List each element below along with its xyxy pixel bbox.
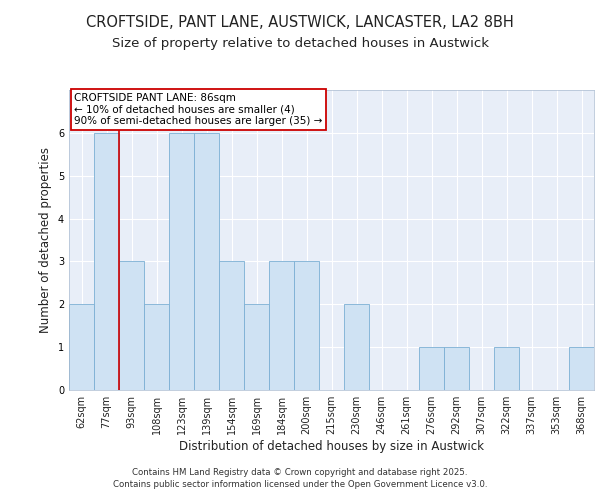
- Text: CROFTSIDE PANT LANE: 86sqm
← 10% of detached houses are smaller (4)
90% of semi-: CROFTSIDE PANT LANE: 86sqm ← 10% of deta…: [74, 93, 323, 126]
- Bar: [269, 262, 294, 390]
- Y-axis label: Number of detached properties: Number of detached properties: [40, 147, 52, 333]
- Text: Contains HM Land Registry data © Crown copyright and database right 2025.
Contai: Contains HM Land Registry data © Crown c…: [113, 468, 487, 489]
- Bar: [244, 304, 269, 390]
- Bar: [494, 347, 519, 390]
- Bar: [69, 304, 94, 390]
- Bar: [169, 133, 194, 390]
- Bar: [219, 262, 244, 390]
- Bar: [294, 262, 319, 390]
- X-axis label: Distribution of detached houses by size in Austwick: Distribution of detached houses by size …: [179, 440, 484, 453]
- Bar: [344, 304, 369, 390]
- Bar: [119, 262, 144, 390]
- Bar: [144, 304, 169, 390]
- Bar: [94, 133, 119, 390]
- Bar: [444, 347, 469, 390]
- Text: Size of property relative to detached houses in Austwick: Size of property relative to detached ho…: [112, 38, 488, 51]
- Bar: [194, 133, 219, 390]
- Bar: [419, 347, 444, 390]
- Text: CROFTSIDE, PANT LANE, AUSTWICK, LANCASTER, LA2 8BH: CROFTSIDE, PANT LANE, AUSTWICK, LANCASTE…: [86, 15, 514, 30]
- Bar: [569, 347, 594, 390]
